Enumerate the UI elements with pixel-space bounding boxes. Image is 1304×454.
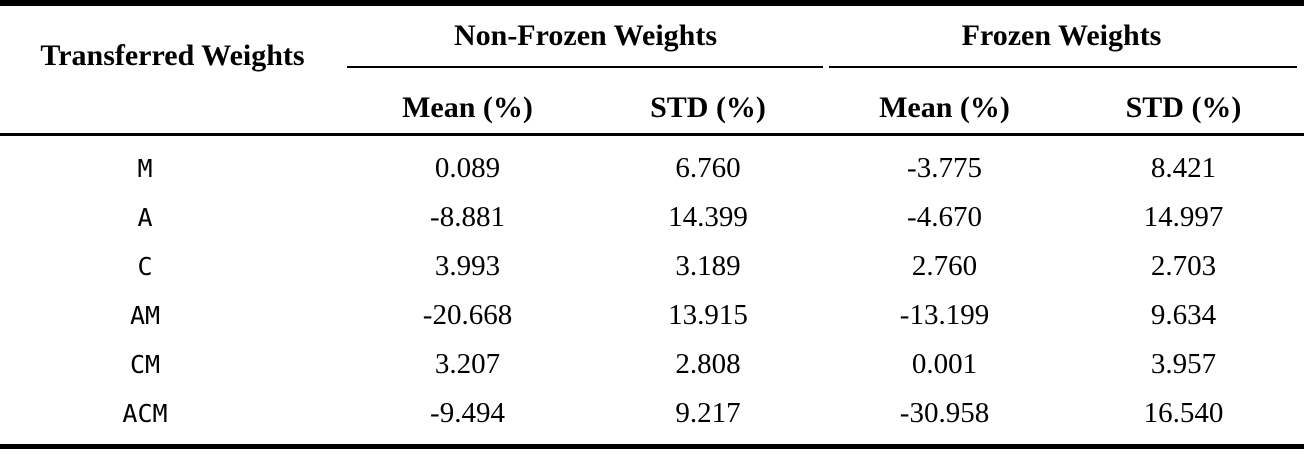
cell-value: -20.668: [422, 299, 513, 331]
cell-value: 2.808: [675, 348, 741, 380]
cell-value: -9.494: [430, 397, 505, 429]
row-label: C: [137, 252, 153, 281]
cell-value: 14.997: [1143, 201, 1224, 233]
cell-value: 6.760: [675, 152, 741, 184]
table-row: ACM -9.494 9.217 -30.958 16.540: [0, 389, 1304, 438]
table-row: C 3.993 3.189 2.760 2.703: [0, 242, 1304, 291]
cell-value: -30.958: [899, 397, 990, 429]
cmidrule-non-frozen: [347, 66, 823, 68]
group-header-non-frozen-weights: Non-Frozen Weights: [453, 19, 718, 52]
cell-value: -4.670: [907, 201, 982, 233]
column-header-transferred-weights: Transferred Weights: [40, 39, 305, 72]
group-header-frozen-weights: Frozen Weights: [961, 19, 1162, 52]
cmidrule-frozen: [829, 66, 1297, 68]
subheader-frozen-std: STD (%): [1125, 91, 1242, 124]
cell-value: 8.421: [1150, 152, 1217, 184]
cell-value: -13.199: [899, 299, 990, 331]
table-body: M 0.089 6.760 -3.775 8.421 A -8.881 14.399 -4.67…: [0, 144, 1304, 438]
cell-value: 0.089: [434, 152, 501, 184]
cell-value: 3.189: [675, 250, 741, 282]
subheader-non-frozen-mean: Mean (%): [402, 91, 533, 124]
subheader-non-frozen-std: STD (%): [650, 91, 766, 124]
row-label: M: [137, 154, 153, 183]
row-label: A: [137, 203, 153, 232]
cell-value: 2.760: [911, 250, 978, 282]
cell-value: -8.881: [430, 201, 505, 233]
subheader-frozen-mean: Mean (%): [879, 91, 1010, 124]
bottom-rule: [0, 444, 1304, 449]
cell-value: 0.001: [911, 348, 978, 380]
table-row: CM 3.207 2.808 0.001 3.957: [0, 340, 1304, 389]
cell-value: 9.217: [675, 397, 741, 429]
row-label: AM: [129, 301, 161, 330]
cell-value: 9.634: [1150, 299, 1217, 331]
cell-value: 3.207: [434, 348, 501, 380]
cell-value: 13.915: [668, 299, 748, 331]
row-label: CM: [129, 350, 161, 379]
cell-value: 3.993: [434, 250, 501, 282]
cell-value: 3.957: [1150, 348, 1217, 380]
table-row: AM -20.668 13.915 -13.199 9.634: [0, 291, 1304, 340]
cell-value: 16.540: [1143, 397, 1224, 429]
cell-value: -3.775: [907, 152, 982, 184]
table-row: M 0.089 6.760 -3.775 8.421: [0, 144, 1304, 193]
cell-value: 14.399: [668, 201, 748, 233]
table-row: A -8.881 14.399 -4.670 14.997: [0, 193, 1304, 242]
cell-value: 2.703: [1150, 250, 1217, 282]
top-rule: [0, 0, 1304, 6]
row-label: ACM: [122, 399, 168, 428]
header-rule: [0, 133, 1304, 136]
